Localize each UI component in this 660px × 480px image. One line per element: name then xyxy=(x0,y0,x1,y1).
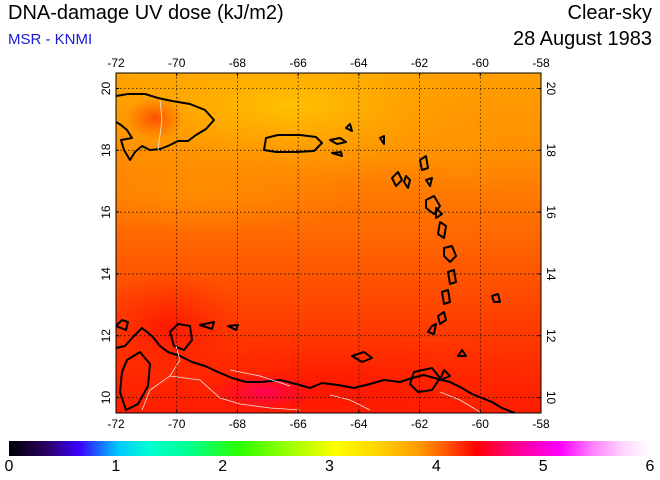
lat-label-left: 12 xyxy=(99,329,113,343)
lon-label-top: -68 xyxy=(229,56,247,70)
coastlines xyxy=(116,93,516,413)
puerto-rico-coast xyxy=(263,134,323,153)
lat-label-right: 20 xyxy=(544,82,558,96)
lon-label-bottom: -72 xyxy=(107,417,125,431)
colorbar-tick-label: 2 xyxy=(218,458,228,475)
colorbar-tick-label: 4 xyxy=(431,458,441,475)
lon-label-top: -64 xyxy=(350,56,368,70)
title: DNA-damage UV dose (kJ/m2) xyxy=(8,2,284,24)
maracaibo-lake xyxy=(119,351,151,411)
colorbar-tick-label: 0 xyxy=(4,458,14,475)
lon-label-top: -70 xyxy=(168,56,186,70)
lat-label-left: 10 xyxy=(99,391,113,405)
source-label: MSR - KNMI xyxy=(8,31,93,48)
date-label: 28 August 1983 xyxy=(512,28,652,50)
frame-ticks xyxy=(115,73,542,413)
lat-label-left: 14 xyxy=(99,267,113,281)
lat-label-left: 18 xyxy=(99,143,113,157)
lon-label-top: -60 xyxy=(472,56,490,70)
lon-label-top: -66 xyxy=(289,56,307,70)
colorbar xyxy=(9,441,650,456)
uv-field xyxy=(116,73,541,413)
lon-label-top: -58 xyxy=(532,56,550,70)
lon-label-bottom: -70 xyxy=(168,417,186,431)
hispaniola-coast xyxy=(116,93,215,161)
trinidad xyxy=(409,367,441,393)
paraguana xyxy=(169,323,193,351)
south-america-coast xyxy=(116,327,516,413)
map-frame xyxy=(115,72,542,414)
lat-label-right: 18 xyxy=(544,144,558,158)
lat-label-right: 10 xyxy=(544,391,558,405)
lon-label-bottom: -66 xyxy=(289,417,307,431)
lon-label-bottom: -60 xyxy=(472,417,490,431)
lat-label-right: 12 xyxy=(544,329,558,343)
colorbar-tick-label: 5 xyxy=(538,458,548,475)
colorbar-tick-label: 6 xyxy=(645,458,655,475)
lat-label-right: 14 xyxy=(544,267,558,281)
axis-labels: -72 -72 -70 -70 -68 -68 -66 -66 -64 -64 -62 -62 -60 -… xyxy=(99,56,558,431)
lon-label-bottom: -68 xyxy=(229,417,247,431)
colorbar-tick-label: 1 xyxy=(111,458,121,475)
lon-label-bottom: -62 xyxy=(411,417,429,431)
lon-label-bottom: -64 xyxy=(350,417,368,431)
lon-label-bottom: -58 xyxy=(532,417,550,431)
sky-label: Clear-sky xyxy=(567,2,652,24)
margarita xyxy=(351,351,373,363)
lat-label-right: 16 xyxy=(544,205,558,219)
lat-label-left: 16 xyxy=(99,205,113,219)
lon-label-top: -72 xyxy=(107,56,125,70)
borders xyxy=(141,99,481,413)
lat-label-left: 20 xyxy=(99,81,113,95)
colorbar-tick-label: 3 xyxy=(325,458,334,475)
lon-label-top: -62 xyxy=(411,56,429,70)
